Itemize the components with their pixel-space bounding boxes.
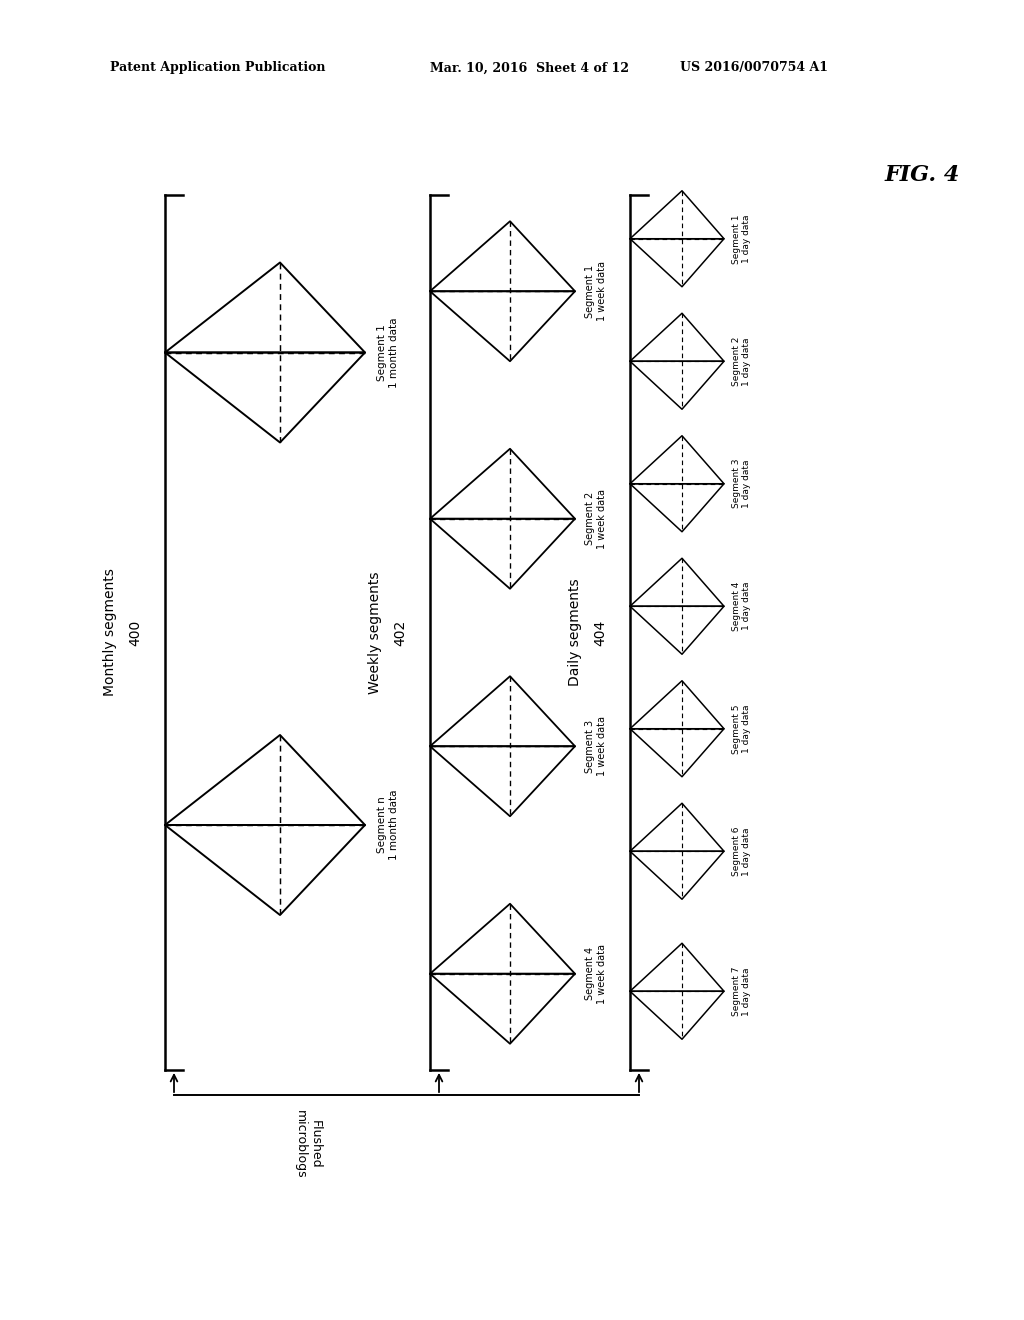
Text: Segment 7
1 day data: Segment 7 1 day data [732,966,752,1016]
Text: Segment 5
1 day data: Segment 5 1 day data [732,704,752,754]
Text: Patent Application Publication: Patent Application Publication [110,62,326,74]
Text: Segment 1
1 day data: Segment 1 1 day data [732,214,752,264]
Text: Segment n
1 month data: Segment n 1 month data [377,789,398,861]
Text: 404: 404 [593,619,607,645]
Text: Segment 4
1 week data: Segment 4 1 week data [585,944,606,1003]
Text: Segment 3
1 day data: Segment 3 1 day data [732,459,752,508]
Text: 400: 400 [128,619,142,645]
Text: Segment 6
1 day data: Segment 6 1 day data [732,826,752,876]
Text: Segment 2
1 day data: Segment 2 1 day data [732,337,752,385]
Text: FIG. 4: FIG. 4 [885,164,961,186]
Text: Segment 1
1 week data: Segment 1 1 week data [585,261,606,321]
Text: Segment 3
1 week data: Segment 3 1 week data [585,717,606,776]
Text: Monthly segments: Monthly segments [103,569,117,697]
Text: Segment 4
1 day data: Segment 4 1 day data [732,582,752,631]
Text: Mar. 10, 2016  Sheet 4 of 12: Mar. 10, 2016 Sheet 4 of 12 [430,62,629,74]
Text: Daily segments: Daily segments [568,578,582,686]
Text: 402: 402 [393,619,407,645]
Text: Segment 1
1 month data: Segment 1 1 month data [377,317,398,388]
Text: Flushed
microblogs: Flushed microblogs [294,1110,322,1179]
Text: Weekly segments: Weekly segments [368,572,382,694]
Text: US 2016/0070754 A1: US 2016/0070754 A1 [680,62,828,74]
Text: Segment 2
1 week data: Segment 2 1 week data [585,488,606,549]
